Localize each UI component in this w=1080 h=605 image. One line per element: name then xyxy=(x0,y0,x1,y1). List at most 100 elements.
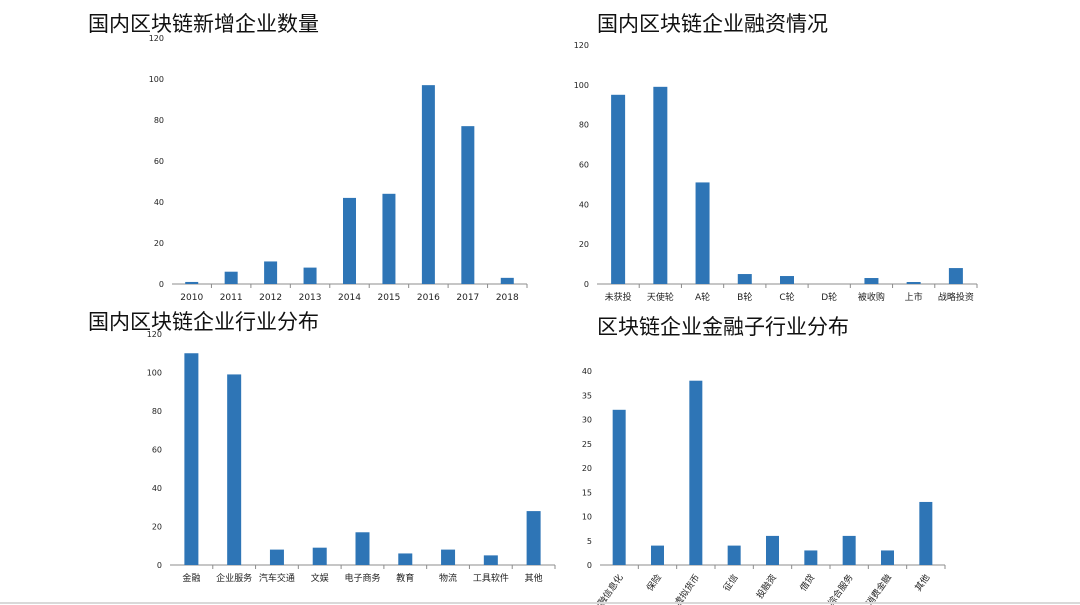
x-category-label: A轮 xyxy=(695,291,710,303)
y-tick-label: 0 xyxy=(587,561,592,570)
y-tick-label: 20 xyxy=(579,240,589,249)
x-category-label: 金融 xyxy=(182,572,200,584)
x-category-label: 2011 xyxy=(220,293,243,303)
bar-2 xyxy=(224,271,238,284)
bar-2 xyxy=(651,545,664,565)
y-tick-label: 60 xyxy=(579,161,589,170)
y-tick-label: 120 xyxy=(149,34,164,43)
y-tick-label: 25 xyxy=(582,440,592,449)
bar-8 xyxy=(906,282,921,284)
bar-5 xyxy=(766,535,779,565)
x-category-label: 2016 xyxy=(417,293,440,303)
y-tick-label: 80 xyxy=(579,121,589,130)
y-tick-label: 40 xyxy=(582,367,592,376)
x-category-label: 2014 xyxy=(338,293,361,303)
bar-7 xyxy=(864,278,879,284)
bar-4 xyxy=(303,267,317,284)
bottom-divider xyxy=(0,602,1080,604)
bar-9 xyxy=(500,277,514,284)
y-tick-label: 5 xyxy=(587,537,592,546)
y-tick-label: 20 xyxy=(152,523,162,532)
y-tick-label: 120 xyxy=(147,330,162,339)
x-category-label: 汽车交通 xyxy=(259,572,295,584)
x-category-label: 工具软件 xyxy=(473,572,509,584)
x-category-label: 金融信息化 xyxy=(590,572,626,605)
bar-8 xyxy=(881,550,894,565)
bar-9 xyxy=(526,511,541,565)
y-tick-label: 35 xyxy=(582,391,592,400)
bar-6 xyxy=(398,553,413,565)
x-category-label: 电子商务 xyxy=(344,572,380,584)
bar-9 xyxy=(948,268,963,284)
x-category-label: 文娱 xyxy=(311,572,329,584)
x-category-label: 2015 xyxy=(377,293,400,303)
y-tick-label: 15 xyxy=(582,488,592,497)
y-tick-label: 0 xyxy=(157,561,162,570)
bar-2 xyxy=(227,374,242,565)
bar-5 xyxy=(355,532,370,565)
chart-title-industry: 国内区块链企业行业分布 xyxy=(88,310,319,334)
y-tick-label: 60 xyxy=(154,157,164,166)
y-tick-label: 30 xyxy=(582,416,592,425)
bar-8 xyxy=(483,555,498,565)
x-category-label: 综合服务 xyxy=(825,572,855,605)
bar-3 xyxy=(689,380,703,565)
bar-3 xyxy=(264,261,278,284)
bar-3 xyxy=(695,182,710,284)
x-category-label: B轮 xyxy=(737,291,752,303)
x-category-label: 教育 xyxy=(396,572,414,584)
x-category-label: 2017 xyxy=(456,293,479,303)
y-tick-label: 80 xyxy=(152,407,162,416)
bar-1 xyxy=(184,353,199,565)
x-category-label: 2018 xyxy=(496,293,519,303)
x-category-label: 未获投 xyxy=(605,291,632,303)
x-category-label: 战略投资 xyxy=(938,291,974,303)
bar-6 xyxy=(804,550,818,565)
x-category-label: 其他 xyxy=(525,572,543,584)
x-category-label: D轮 xyxy=(821,291,837,303)
x-category-label: 企业服务 xyxy=(216,572,252,584)
chart-title-financing: 国内区块链企业融资情况 xyxy=(597,12,828,36)
y-tick-label: 80 xyxy=(154,116,164,125)
bar-5 xyxy=(780,276,794,284)
y-tick-label: 100 xyxy=(574,81,589,90)
bar-7 xyxy=(421,85,435,285)
x-category-label: 2012 xyxy=(259,293,282,303)
bar-7 xyxy=(441,549,456,565)
x-category-label: 物流 xyxy=(439,572,457,584)
y-tick-label: 100 xyxy=(147,369,162,378)
y-tick-label: 60 xyxy=(152,446,162,455)
chart-new-companies: 0 20 40 60 80 100 120 2010 2011 2012 2013 2014 2015 2… xyxy=(149,34,528,303)
y-tick-label: 40 xyxy=(579,200,589,209)
y-tick-label: 20 xyxy=(582,464,592,473)
bar-3 xyxy=(269,549,284,565)
x-category-label: 保险 xyxy=(644,572,664,594)
y-tick-label: 0 xyxy=(584,280,589,289)
x-category-label: 上市 xyxy=(905,291,923,303)
bar-5 xyxy=(343,197,356,284)
x-category-label: 投融资 xyxy=(754,572,779,601)
bar-1 xyxy=(612,409,626,565)
bar-4 xyxy=(312,547,327,565)
bar-6 xyxy=(382,193,396,284)
bar-7 xyxy=(842,535,856,565)
x-category-label: 2013 xyxy=(299,293,322,303)
y-tick-label: 40 xyxy=(154,198,164,207)
chart-finance-sub: 0 5 10 15 20 25 30 35 40 金融信息化 保险 虚拟货币 征信 投融资 借贷 综合服务 消费… xyxy=(582,367,946,605)
chart-financing: 0 20 40 60 80 100 120 未获投 天使轮 A轮 B轮 C轮 D轮 被收购 上市 战略投资 xyxy=(574,41,978,303)
y-tick-label: 20 xyxy=(154,239,164,248)
bar-1 xyxy=(185,281,199,284)
bar-9 xyxy=(919,501,933,565)
x-category-label: 借贷 xyxy=(797,572,817,594)
bar-2 xyxy=(653,86,668,284)
y-tick-label: 10 xyxy=(582,513,592,522)
x-category-label: 2010 xyxy=(180,293,203,303)
x-category-label: 其他 xyxy=(912,572,932,594)
y-tick-label: 100 xyxy=(149,75,164,84)
y-tick-label: 120 xyxy=(574,41,589,50)
x-category-label: C轮 xyxy=(779,291,794,303)
chart-industry: 0 20 40 60 80 100 120 金融 企业服务 汽车交通 文娱 电子商务 教育 物流 工具软件 其… xyxy=(147,330,556,584)
chart-title-finance-sub: 区块链企业金融子行业分布 xyxy=(597,315,849,339)
bar-4 xyxy=(737,274,752,284)
